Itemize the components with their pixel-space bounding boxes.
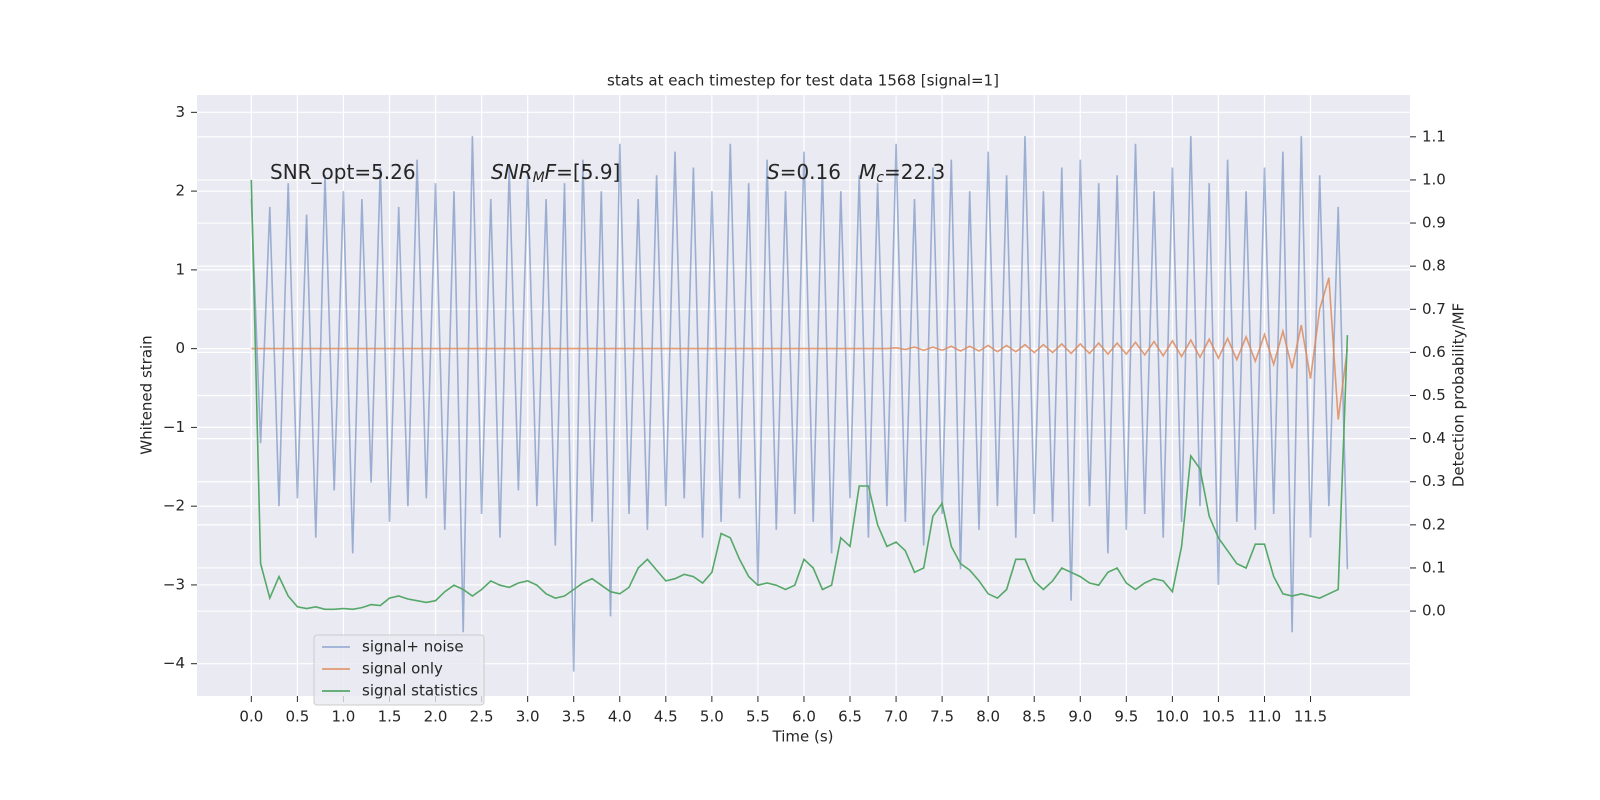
y-tick-label: −4 bbox=[163, 654, 185, 672]
x-tick-label: 3.0 bbox=[516, 708, 540, 726]
y-tick-label: −2 bbox=[163, 497, 185, 515]
legend-label: signal only bbox=[362, 660, 443, 678]
annotation-part: =0.16 bbox=[780, 160, 841, 184]
x-tick-label: 2.5 bbox=[470, 708, 494, 726]
y-tick-label: 3 bbox=[175, 103, 185, 121]
y-tick-label: 1 bbox=[175, 260, 185, 278]
x-tick-label: 2.0 bbox=[424, 708, 448, 726]
y2-tick-label: 0.5 bbox=[1422, 386, 1446, 404]
x-tick-label: 1.0 bbox=[332, 708, 356, 726]
x-tick-label: 6.5 bbox=[838, 708, 862, 726]
x-tick-label: 10.5 bbox=[1202, 708, 1235, 726]
legend: signal+ noise signal only signal statistic… bbox=[313, 634, 485, 706]
x-tick-label: 4.0 bbox=[608, 708, 632, 726]
x-tick-label: 9.0 bbox=[1068, 708, 1092, 726]
x-tick-label: 10.0 bbox=[1156, 708, 1189, 726]
annotation-part: c bbox=[876, 170, 884, 186]
x-tick-label: 7.0 bbox=[884, 708, 908, 726]
chart-title: stats at each timestep for test data 156… bbox=[607, 72, 999, 90]
x-tick-label: 4.5 bbox=[654, 708, 678, 726]
annotation: SNRMF=[5.9] bbox=[491, 160, 620, 187]
series-line bbox=[250, 135, 1349, 672]
annotation-part: F bbox=[545, 160, 557, 184]
series-line bbox=[250, 179, 1349, 611]
legend-label: signal+ noise bbox=[362, 638, 464, 656]
y-tick-label: 2 bbox=[175, 182, 185, 200]
y2-tick-label: 0.6 bbox=[1422, 343, 1446, 361]
y2-tick-label: 0.2 bbox=[1422, 515, 1446, 533]
y-tick-label: −3 bbox=[163, 575, 185, 593]
legend-label: signal statistics bbox=[362, 682, 478, 700]
y2-axis-label: Detection probability/MF bbox=[1450, 303, 1468, 487]
series-line bbox=[251, 277, 1349, 420]
annotation-part: =22.3 bbox=[884, 160, 945, 184]
x-tick-label: 0.0 bbox=[239, 708, 263, 726]
x-tick-label: 0.5 bbox=[285, 708, 309, 726]
y2-tick-label: 0.7 bbox=[1422, 300, 1446, 318]
x-tick-label: 11.0 bbox=[1248, 708, 1281, 726]
annotation: SNR_opt=5.26 bbox=[270, 160, 416, 184]
y-tick-label: 0 bbox=[175, 339, 185, 357]
y2-tick-label: 1.0 bbox=[1422, 170, 1446, 188]
annotation-part: =[5.9] bbox=[556, 160, 620, 184]
x-tick-label: 7.5 bbox=[930, 708, 954, 726]
x-axis-label: Time (s) bbox=[772, 728, 834, 746]
annotation-part: M bbox=[859, 160, 876, 184]
x-tick-label: 8.0 bbox=[976, 708, 1000, 726]
annotation: Mc=22.3 bbox=[859, 160, 945, 187]
y-tick-label: −1 bbox=[163, 418, 185, 436]
x-tick-label: 1.5 bbox=[378, 708, 402, 726]
y2-tick-label: 0.3 bbox=[1422, 472, 1446, 490]
y2-tick-label: 1.1 bbox=[1422, 127, 1446, 145]
annotation: S=0.16 bbox=[767, 160, 841, 184]
y2-tick-label: 0.9 bbox=[1422, 214, 1446, 232]
annotation-part: SNR_opt=5.26 bbox=[270, 160, 416, 184]
annotation-part: M bbox=[533, 170, 545, 186]
y2-tick-label: 0.4 bbox=[1422, 429, 1446, 447]
x-tick-label: 6.0 bbox=[792, 708, 816, 726]
x-tick-label: 3.5 bbox=[562, 708, 586, 726]
x-tick-label: 11.5 bbox=[1294, 708, 1327, 726]
annotation-part: S bbox=[767, 160, 780, 184]
x-tick-label: 5.5 bbox=[746, 708, 770, 726]
legend-box bbox=[313, 634, 485, 706]
x-tick-label: 8.5 bbox=[1022, 708, 1046, 726]
y2-tick-label: 0.0 bbox=[1422, 602, 1446, 620]
y2-tick-label: 0.1 bbox=[1422, 558, 1446, 576]
x-tick-label: 5.0 bbox=[700, 708, 724, 726]
y-axis-label: Whitened strain bbox=[138, 335, 156, 454]
x-tick-label: 9.5 bbox=[1114, 708, 1138, 726]
annotation-part: SNR bbox=[491, 160, 533, 184]
y2-tick-label: 0.8 bbox=[1422, 257, 1446, 275]
